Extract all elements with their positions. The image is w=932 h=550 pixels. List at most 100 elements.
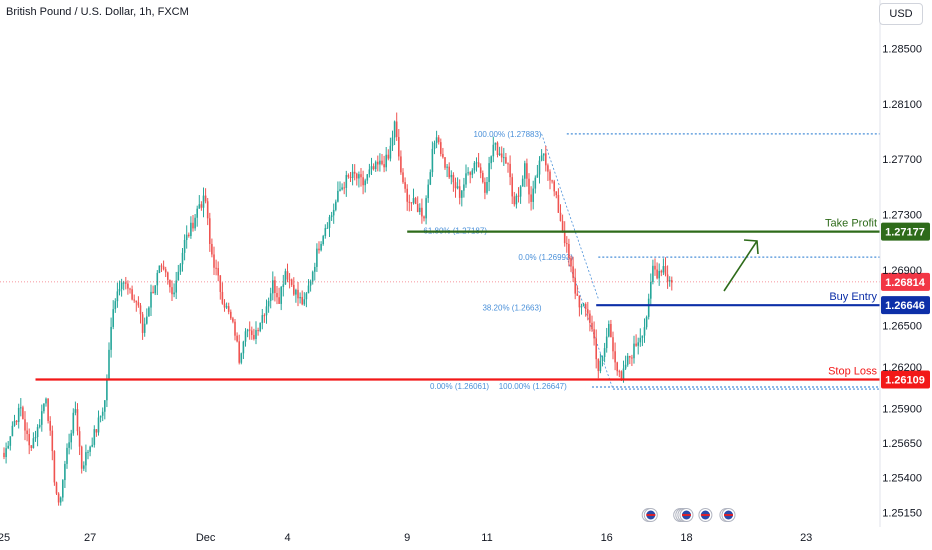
- candle-body: [500, 153, 503, 158]
- candle-body: [146, 316, 148, 324]
- candle-body: [38, 424, 41, 428]
- candle-body: [614, 351, 616, 363]
- candle-body: [339, 189, 341, 191]
- candle-body: [158, 265, 161, 273]
- candle-body: [320, 243, 322, 251]
- currency-button[interactable]: USD: [879, 3, 923, 25]
- candle-body: [555, 191, 558, 195]
- candle-body: [389, 145, 392, 159]
- candle-body: [566, 243, 568, 245]
- candle-body: [381, 160, 383, 165]
- candle-body: [185, 234, 188, 240]
- candle-body: [322, 236, 324, 244]
- y-tick-label: 1.26500: [882, 320, 922, 332]
- candle-body: [78, 431, 81, 447]
- candle-body: [85, 452, 87, 466]
- candle-body: [232, 318, 234, 322]
- candle-body: [519, 186, 522, 197]
- candle-body: [204, 195, 207, 202]
- y-tick-label: 1.25650: [882, 438, 922, 450]
- candle-body: [274, 280, 276, 293]
- candle-body: [227, 306, 230, 312]
- candle-body: [76, 409, 79, 432]
- event-icons: [641, 508, 736, 522]
- candle-body: [479, 167, 482, 173]
- candle-body: [660, 270, 663, 273]
- buy-entry-price-label: 1.26646: [885, 300, 925, 312]
- candle-body: [95, 429, 98, 433]
- candle-body: [486, 182, 488, 193]
- candle-body: [68, 442, 70, 448]
- candle-body: [671, 280, 673, 283]
- candle-body: [528, 178, 530, 195]
- candle-body: [549, 171, 551, 181]
- candle-body: [295, 289, 297, 295]
- candle-body: [83, 465, 85, 469]
- trend-arrow: [723, 239, 759, 292]
- candle-body: [28, 434, 30, 446]
- x-tick-label: 16: [601, 532, 613, 544]
- candle-body: [542, 153, 545, 156]
- candle-body: [259, 322, 261, 331]
- candle-body: [72, 412, 75, 434]
- candle-body: [160, 265, 163, 267]
- candle-body: [410, 202, 413, 204]
- candle-body: [198, 204, 201, 209]
- candle-body: [435, 137, 438, 143]
- candle-body: [366, 174, 369, 181]
- candle-body: [358, 174, 360, 179]
- candle-body: [225, 306, 228, 308]
- candle-body: [353, 171, 356, 174]
- candle-body: [74, 409, 77, 413]
- current-price-tag: [881, 272, 930, 291]
- candle-body: [97, 417, 100, 433]
- candle-body: [341, 187, 343, 190]
- take-profit-price-tag: [881, 222, 930, 241]
- candle-body: [284, 271, 287, 285]
- candle-body: [7, 445, 9, 449]
- candle-body: [148, 307, 150, 317]
- candle-body: [206, 201, 209, 219]
- candle-body: [9, 436, 12, 446]
- candle-body: [633, 343, 635, 359]
- candle-body: [141, 314, 144, 333]
- candle-body: [99, 415, 102, 418]
- candle-body: [131, 289, 133, 300]
- candle-body: [267, 301, 270, 307]
- candle-body: [645, 316, 648, 328]
- buy-entry-price-tag: [881, 296, 930, 315]
- candle-body: [461, 190, 463, 198]
- candle-body: [299, 297, 301, 299]
- candle-body: [171, 287, 173, 295]
- candle-body: [393, 121, 396, 138]
- candle-body: [179, 264, 182, 272]
- candle-body: [496, 142, 499, 155]
- candle-body: [164, 269, 167, 273]
- candle-body: [584, 303, 587, 310]
- candle-body: [650, 282, 652, 299]
- candle-body: [603, 348, 606, 357]
- candle-body: [347, 175, 350, 177]
- candle-body: [412, 198, 415, 203]
- candle-body: [618, 371, 621, 373]
- candle-body: [431, 148, 434, 173]
- candle-body: [22, 407, 24, 420]
- candle-body: [276, 292, 278, 298]
- candle-body: [402, 172, 404, 183]
- candle-body: [234, 321, 236, 336]
- candle-body: [408, 201, 411, 203]
- candle-body: [612, 337, 614, 352]
- candle-body: [524, 163, 526, 179]
- candle-body: [469, 172, 471, 175]
- candle-body: [626, 355, 629, 365]
- candle-body: [330, 215, 333, 218]
- candle-body: [122, 282, 125, 284]
- candle-body: [282, 284, 285, 287]
- candle-body: [194, 217, 196, 229]
- candle-body: [406, 188, 408, 202]
- candle-body: [463, 184, 465, 191]
- candle-body: [318, 248, 320, 251]
- candle-body: [173, 292, 175, 295]
- candle-body: [307, 285, 310, 294]
